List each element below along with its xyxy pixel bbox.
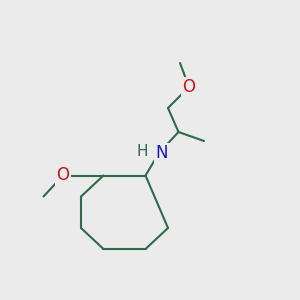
Text: O: O: [56, 167, 70, 184]
Text: O: O: [182, 78, 196, 96]
Text: N: N: [156, 144, 168, 162]
Text: H: H: [137, 144, 148, 159]
